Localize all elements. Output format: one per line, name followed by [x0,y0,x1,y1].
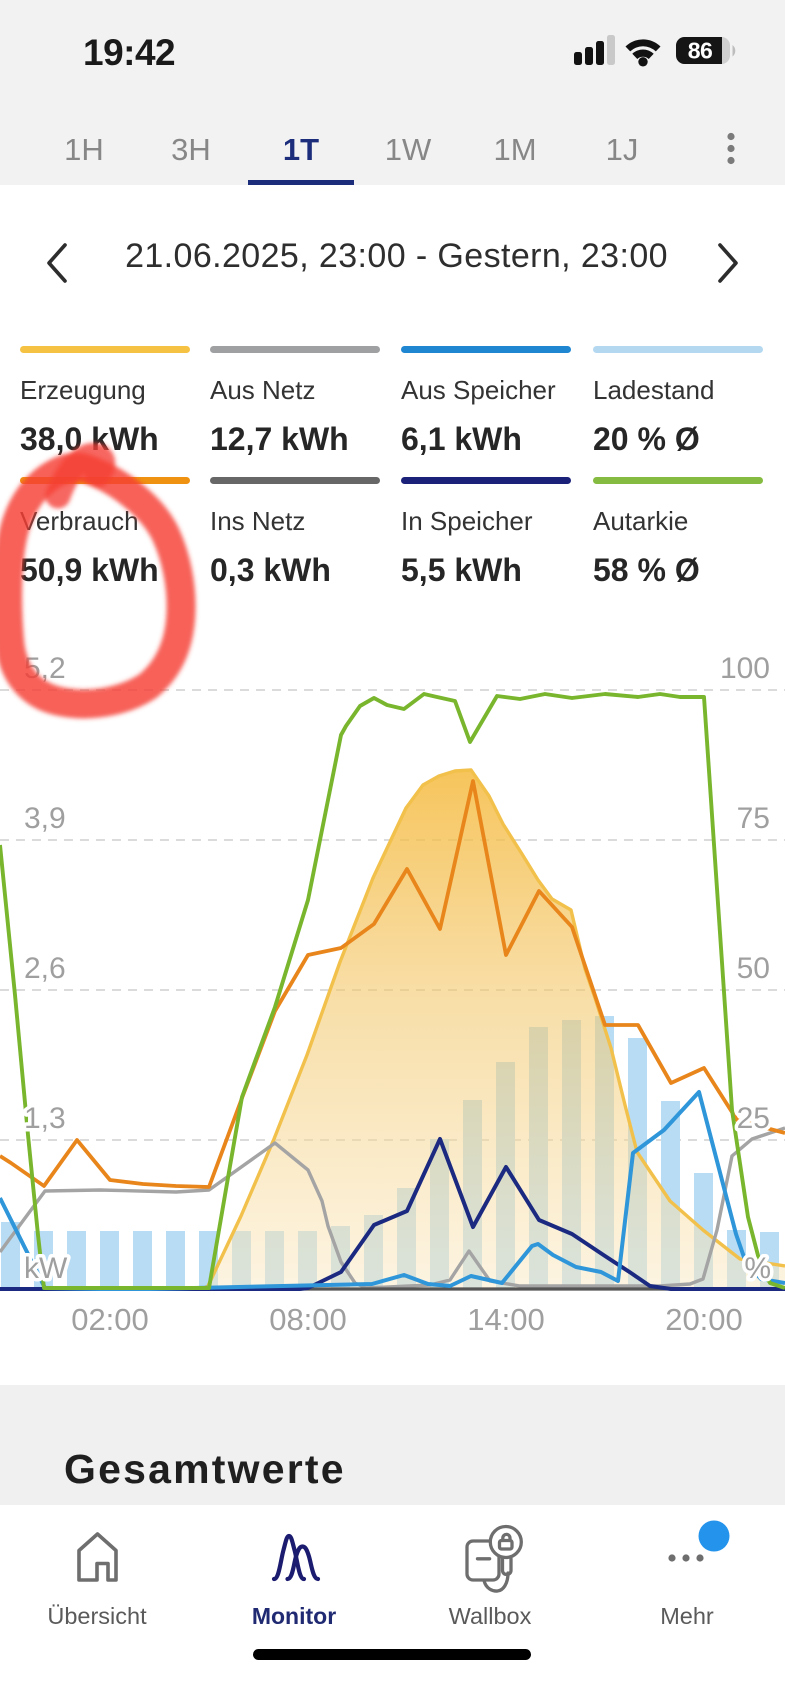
svg-text:1,3: 1,3 [24,1102,66,1135]
svg-text:02:00: 02:00 [71,1302,149,1337]
svg-text:Übersicht: Übersicht [47,1603,147,1629]
svg-text:14:00: 14:00 [467,1302,545,1337]
svg-text:3,9: 3,9 [24,802,66,835]
svg-text:Mehr: Mehr [660,1603,714,1629]
svg-text:25: 25 [737,1102,770,1135]
svg-text:75: 75 [737,802,770,835]
svg-text:100: 100 [720,652,770,685]
svg-text:20:00: 20:00 [665,1302,743,1337]
svg-text:86: 86 [688,38,713,64]
svg-text:Monitor: Monitor [252,1603,336,1629]
svg-text:50: 50 [737,952,770,985]
svg-text:kW: kW [24,1252,68,1285]
svg-text:%: % [744,1252,771,1285]
svg-text:08:00: 08:00 [269,1302,347,1337]
svg-text:2,6: 2,6 [24,952,66,985]
svg-text:Wallbox: Wallbox [449,1603,532,1629]
